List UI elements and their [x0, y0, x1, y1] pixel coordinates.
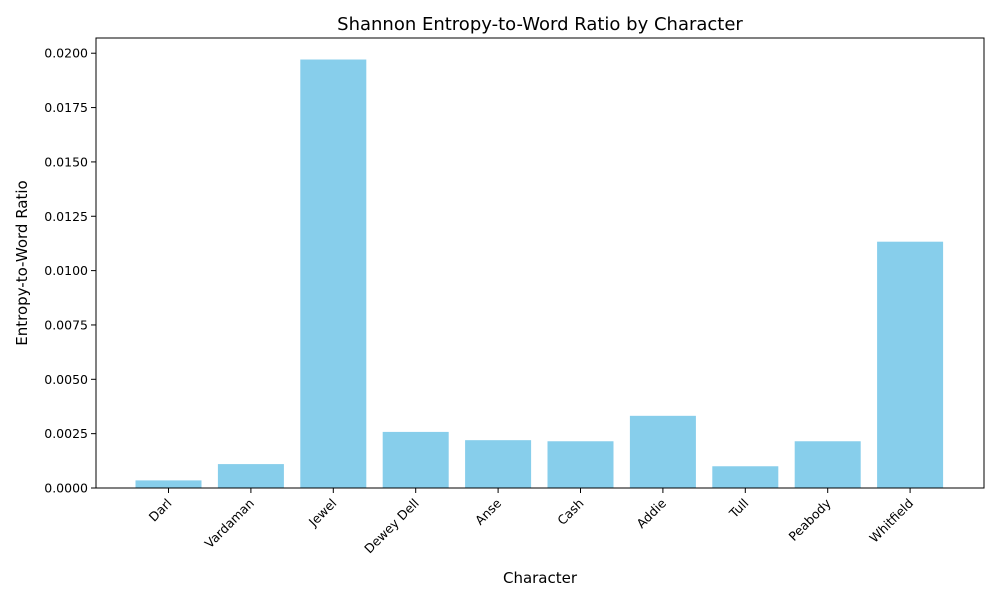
y-tick-label: 0.0125 — [44, 209, 88, 224]
bar-cash — [547, 441, 614, 488]
bar-dewey-dell — [382, 431, 449, 488]
bar-vardaman — [217, 464, 284, 488]
x-axis: Darl Vardaman Jewel Dewey Dell Anse Cash Addie… — [146, 488, 916, 557]
bar-addie — [629, 415, 696, 488]
y-tick-label: 0.0175 — [44, 100, 88, 115]
x-tick-label: Addie — [633, 495, 669, 531]
bar-peabody — [794, 441, 861, 488]
y-tick-label: 0.0075 — [44, 317, 88, 332]
plot-frame — [95, 37, 985, 489]
y-tick-label: 0.0050 — [44, 372, 88, 387]
y-axis: 0.0000 0.0025 0.0050 0.0075 0.0100 0.0125 0.01… — [44, 46, 96, 496]
x-tick-label: Darl — [146, 496, 175, 525]
y-tick-label: 0.0000 — [44, 481, 88, 496]
x-tick-label: Anse — [472, 495, 505, 528]
bar-darl — [135, 480, 202, 488]
y-axis-label: Entropy-to-Word Ratio — [13, 180, 31, 345]
x-tick-label: Peabody — [785, 495, 834, 544]
bar-tull — [712, 466, 779, 488]
bars-group — [135, 59, 944, 489]
bar-jewel — [300, 59, 367, 489]
x-tick-label: Jewel — [305, 496, 339, 530]
y-tick-label: 0.0150 — [44, 154, 88, 169]
x-tick-label: Tull — [726, 496, 752, 522]
x-tick-label: Dewey Dell — [361, 496, 422, 557]
x-axis-label: Character — [503, 569, 578, 587]
y-tick-label: 0.0100 — [44, 263, 88, 278]
y-tick-label: 0.0200 — [44, 46, 88, 61]
x-tick-label: Vardaman — [202, 496, 258, 552]
x-tick-label: Whitfield — [866, 496, 916, 546]
bar-anse — [465, 440, 532, 488]
x-tick-label: Cash — [554, 496, 586, 528]
chart-title: Shannon Entropy-to-Word Ratio by Charact… — [337, 14, 743, 35]
bar-whitfield — [877, 241, 944, 488]
y-tick-label: 0.0025 — [44, 426, 88, 441]
